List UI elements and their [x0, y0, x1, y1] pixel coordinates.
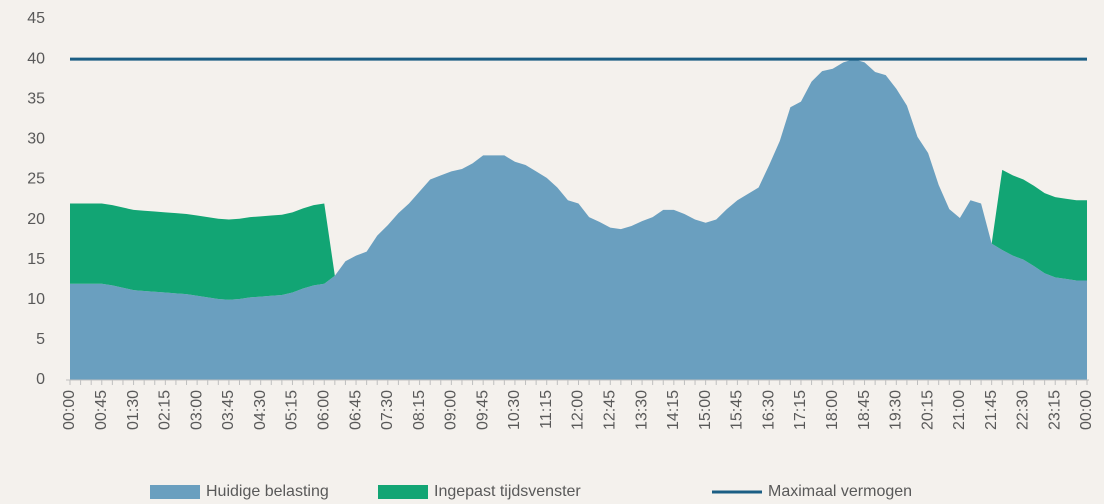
x-tick-label: 16:30 [760, 390, 777, 430]
y-tick-label: 40 [27, 50, 45, 67]
x-tick-label: 09:00 [443, 390, 460, 430]
x-tick-label: 03:00 [188, 390, 205, 430]
x-tick-label: 18:00 [824, 390, 841, 430]
x-tick-label: 21:00 [951, 390, 968, 430]
legend-label: Ingepast tijdsvenster [434, 483, 581, 500]
x-tick-label: 09:45 [474, 390, 491, 430]
legend-marker [150, 485, 200, 499]
x-tick-label: 06:45 [347, 390, 364, 430]
x-tick-label: 15:00 [697, 390, 714, 430]
x-tick-label: 05:15 [284, 390, 301, 430]
x-tick-label: 00:00 [61, 390, 78, 430]
y-tick-label: 10 [27, 291, 45, 308]
x-tick-label: 11:15 [538, 390, 555, 429]
y-tick-label: 25 [27, 171, 45, 188]
x-tick-label: 10:30 [506, 390, 523, 430]
x-tick-label: 08:15 [411, 390, 428, 430]
y-tick-label: 30 [27, 131, 45, 148]
y-tick-label: 45 [27, 10, 45, 27]
y-tick-label: 5 [36, 331, 45, 348]
legend-label: Maximaal vermogen [768, 483, 912, 500]
x-tick-label: 00:45 [93, 390, 110, 430]
x-tick-label: 06:00 [315, 390, 332, 430]
x-tick-label: 23:15 [1046, 390, 1063, 430]
x-tick-label: 15:45 [729, 390, 746, 430]
x-tick-label: 14:15 [665, 390, 682, 430]
x-tick-label: 13:30 [633, 390, 650, 430]
x-tick-label: 21:45 [983, 390, 1000, 430]
x-tick-label: 17:15 [792, 390, 809, 430]
y-tick-label: 35 [27, 90, 45, 107]
x-tick-label: 18:45 [856, 390, 873, 430]
y-tick-label: 20 [27, 211, 45, 228]
x-tick-label: 04:30 [252, 390, 269, 430]
y-tick-label: 0 [36, 371, 45, 388]
area [70, 59, 1087, 380]
x-tick-label: 20:15 [919, 390, 936, 430]
x-tick-label: 22:30 [1015, 390, 1032, 430]
x-tick-label: 12:00 [570, 390, 587, 430]
legend-marker [378, 485, 428, 499]
x-tick-label: 02:15 [157, 390, 174, 430]
x-tick-label: 00:00 [1078, 390, 1095, 430]
legend-label: Huidige belasting [206, 483, 329, 500]
x-tick-label: 07:30 [379, 390, 396, 430]
x-tick-label: 03:45 [220, 390, 237, 430]
x-tick-label: 01:30 [125, 390, 142, 430]
y-tick-label: 15 [27, 251, 45, 268]
x-tick-label: 19:30 [888, 390, 905, 430]
area [70, 59, 1087, 300]
x-tick-label: 12:45 [602, 390, 619, 430]
